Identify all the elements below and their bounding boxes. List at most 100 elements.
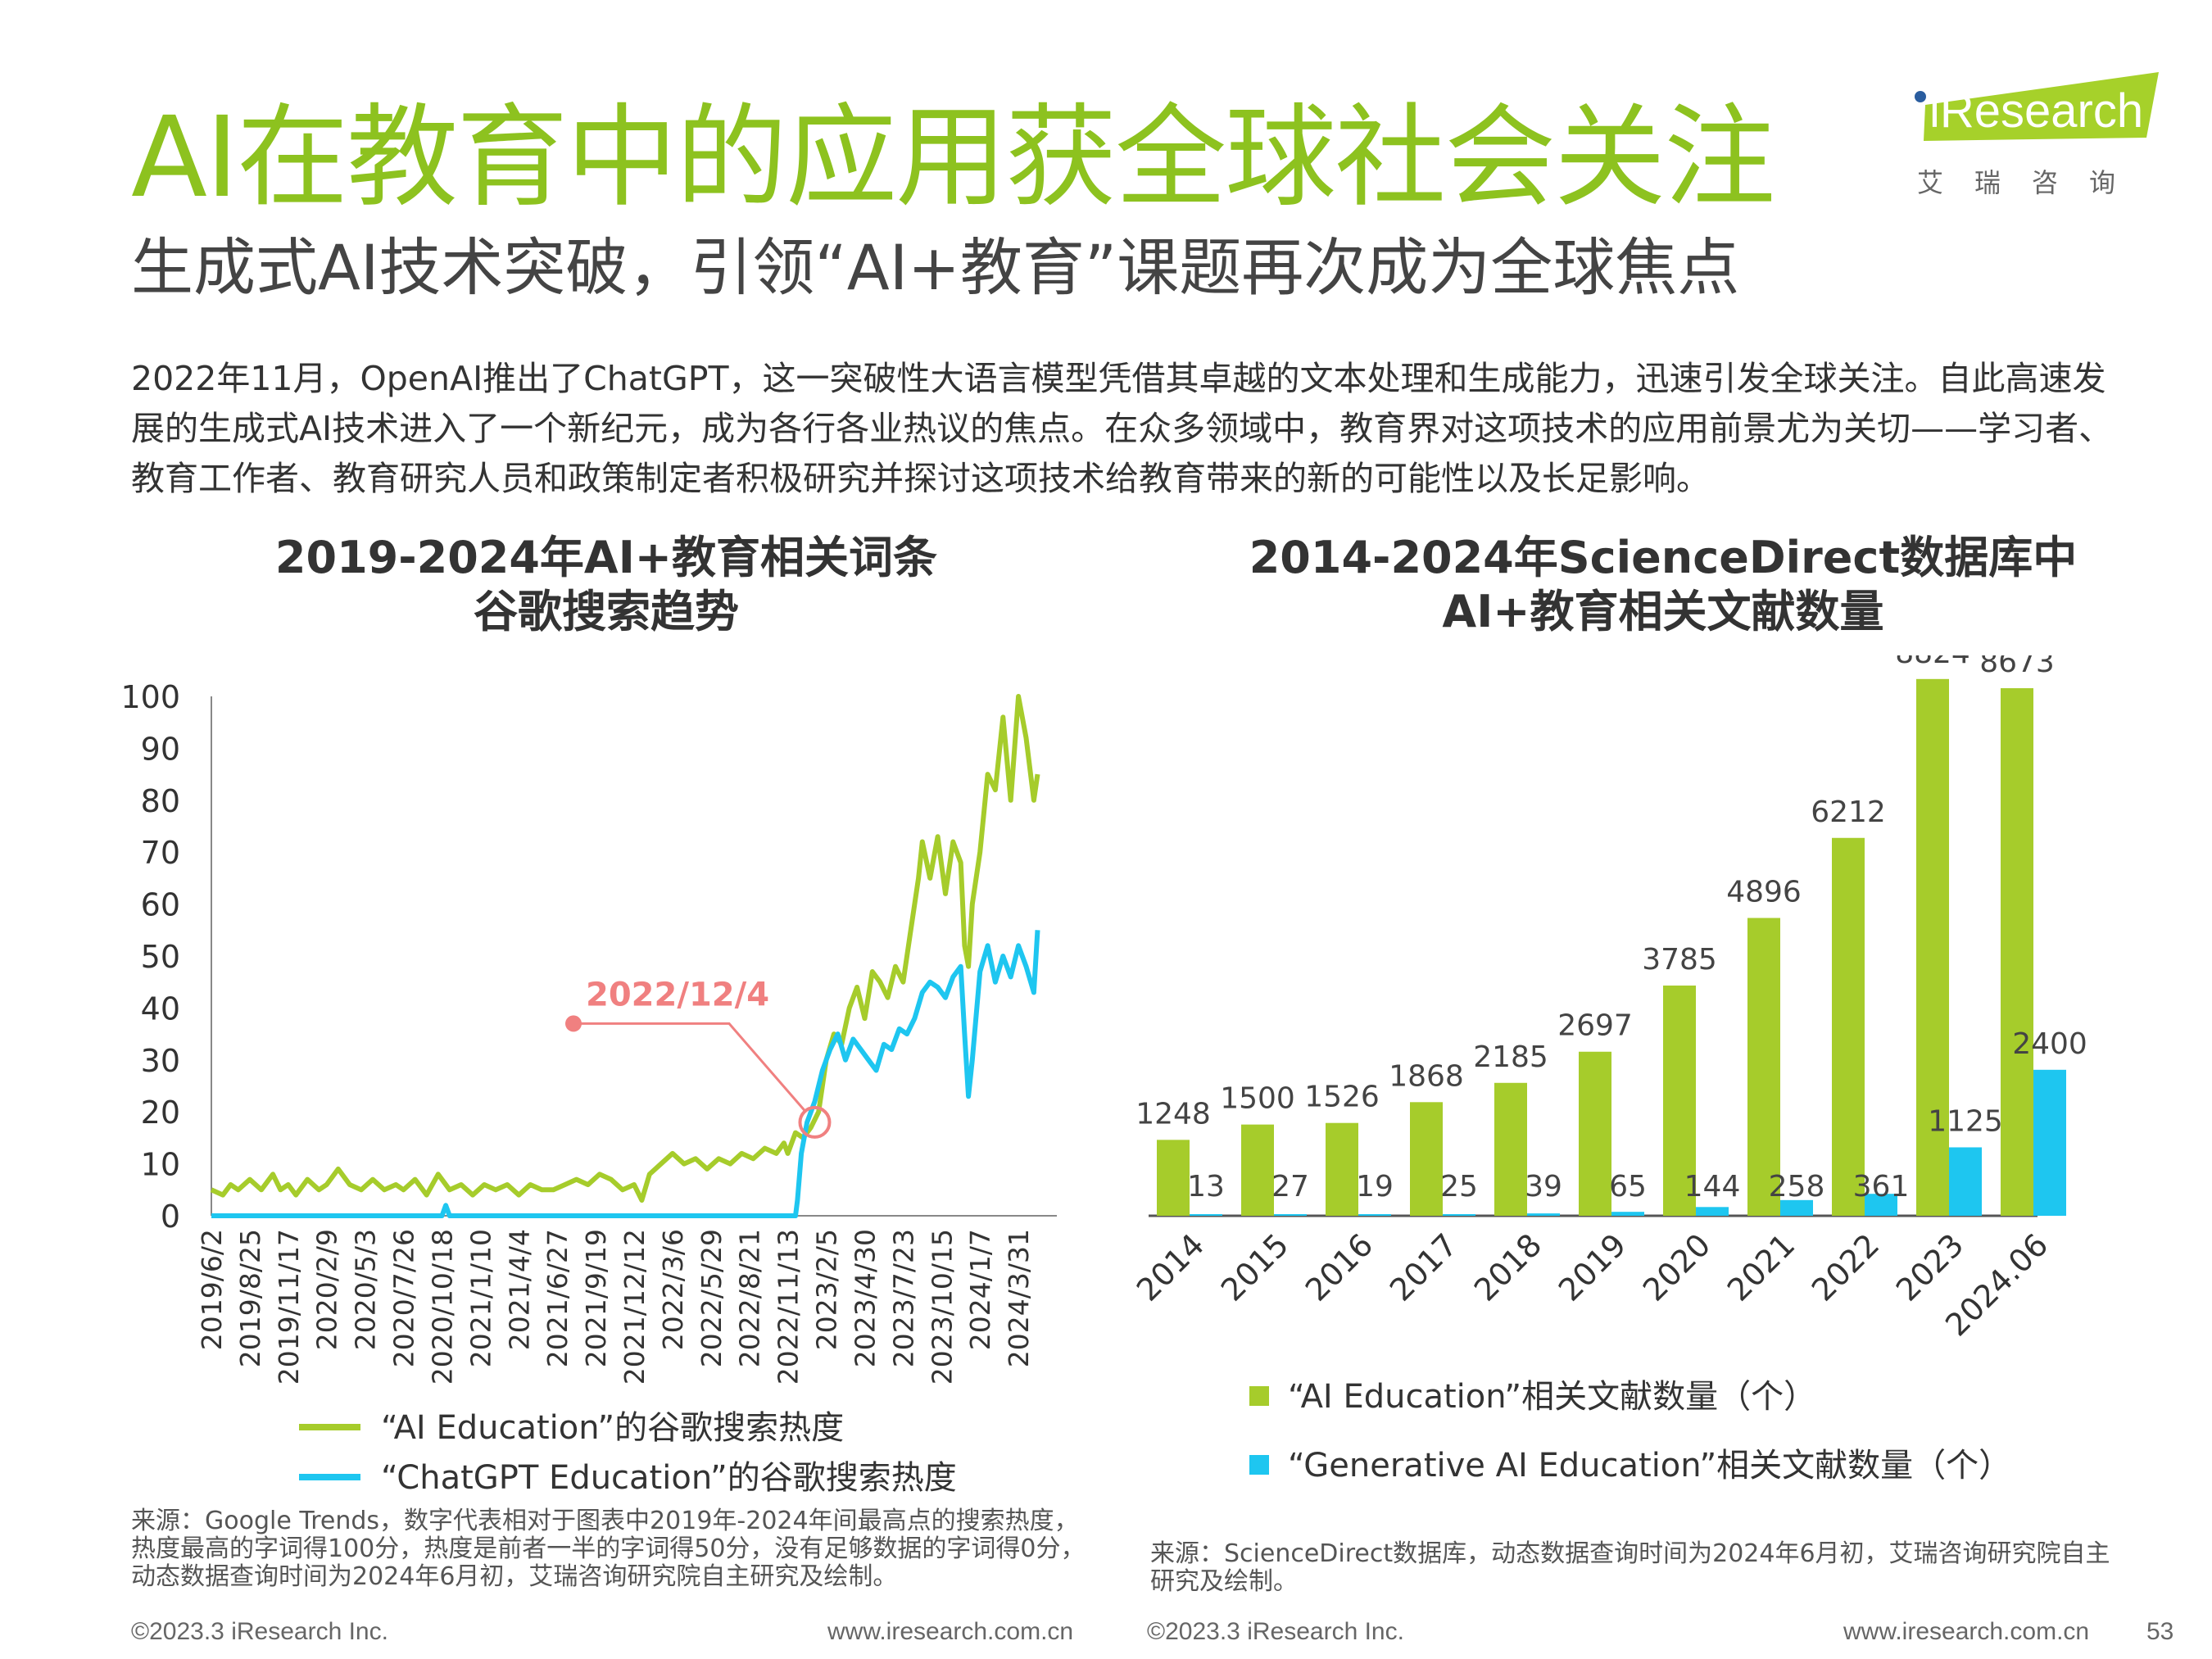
left-chart-title: 2019-2024年AI+教育相关词条 谷歌搜索趋势 [213,531,999,639]
legend-blue-label: “Generative AI Education”相关文献数量（个） [1288,1447,2011,1484]
category-label: 2017 [1383,1226,1465,1308]
category-label: 2014 [1130,1226,1212,1308]
generative-ai-education-bar [1696,1207,1729,1216]
ai-education-value-label: 2697 [1557,1009,1633,1043]
ai-education-bar [1832,837,1865,1216]
generative-ai-value-label: 144 [1684,1170,1741,1203]
y-tick-label: 100 [120,679,180,715]
generative-ai-education-bar [1274,1213,1307,1216]
legend-blue-label: “ChatGPT Education”的谷歌搜索热度 [381,1459,957,1497]
x-tick-label: 2023/10/15 [926,1229,958,1385]
generative-ai-value-label: 13 [1187,1170,1225,1203]
y-tick-label: 90 [141,731,180,767]
x-tick-label: 2023/4/30 [849,1229,881,1367]
ai-education-value-label: 1526 [1304,1081,1380,1114]
x-tick-label: 2022/8/21 [734,1229,766,1367]
category-label: 2015 [1214,1226,1296,1308]
generative-ai-education-bar [1190,1214,1222,1216]
left-chart-title-line1: 2019-2024年AI+教育相关词条 [274,532,938,583]
x-tick-label: 2019/6/2 [196,1229,228,1350]
ai-education-value-label: 4896 [1726,875,1802,909]
legend-green-label: “AI Education”的谷歌搜索热度 [381,1409,844,1447]
x-tick-label: 2023/2/5 [811,1229,843,1350]
ai-education-value-label: 8824 [1895,655,1970,670]
x-tick-label: 2023/7/23 [887,1229,919,1367]
footer-url-left[interactable]: www.iresearch.com.cn [827,1618,1074,1645]
generative-ai-education-bar [1780,1199,1813,1216]
generative-ai-education-bar [1527,1213,1560,1216]
left-chart-title-line2: 谷歌搜索趋势 [474,586,739,637]
y-tick-label: 60 [141,887,180,923]
generative-ai-value-label: 258 [1769,1170,1825,1203]
right-chart-title-line1: 2014-2024年ScienceDirect数据库中 [1249,532,2078,583]
ai-education-line [210,694,1040,1203]
x-tick-label: 2022/11/13 [773,1229,805,1385]
annotation-leader-line [573,1022,806,1112]
generative-ai-education-bar [1358,1214,1391,1216]
category-label: 2022 [1805,1226,1887,1308]
x-tick-label: 2020/5/3 [350,1229,382,1350]
footer-copyright-left: ©2023.3 iResearch Inc. [131,1618,388,1645]
generative-ai-education-bar [1949,1147,1982,1216]
sciencedirect-bar-chart: 1248 13 1500 27 1526 19 1868 25 2185 39 2697 65 3785… [1130,655,2087,1484]
legend-blue-swatch [1249,1455,1269,1475]
y-tick-label: 20 [141,1095,180,1131]
generative-ai-education-bar [1865,1194,1897,1216]
x-tick-label: 2019/11/17 [273,1229,305,1385]
ai-education-bar [1579,1051,1611,1216]
x-tick-label: 2022/5/29 [696,1229,728,1367]
category-label: 2018 [1467,1226,1549,1308]
x-tick-label: 2021/4/4 [503,1229,535,1350]
generative-ai-value-label: 25 [1440,1170,1478,1203]
generative-ai-value-label: 19 [1356,1170,1394,1203]
y-tick-label: 40 [141,990,180,1027]
generative-ai-value-label: 361 [1853,1170,1910,1203]
left-source-note: 来源：Google Trends，数字代表相对于图表中2019年-2024年间最… [131,1507,1086,1591]
footer-url-right[interactable]: www.iresearch.com.cn [1843,1618,2090,1645]
y-tick-label: 30 [141,1043,180,1079]
x-tick-label: 2019/8/25 [234,1229,266,1367]
x-tick-label: 2021/12/12 [619,1229,650,1385]
page-subtitle: 生成式AI技术突破，引领“AI+教育”课题再次成为全球焦点 [131,231,1740,304]
ai-education-value-label: 3785 [1642,943,1717,977]
ai-education-bar [1326,1122,1358,1216]
annotation-date-label: 2022/12/4 [586,976,769,1013]
annotation-dot [565,1015,582,1032]
x-tick-label: 2021/6/27 [542,1229,573,1367]
logo-cn-text: 艾瑞咨询 [1917,167,2147,198]
x-tick-label: 2022/3/6 [657,1229,689,1350]
ai-education-bar [1410,1102,1443,1216]
category-label: 2016 [1299,1226,1380,1308]
y-tick-label: 50 [141,939,180,975]
x-tick-label: 2021/9/19 [580,1229,612,1367]
generative-ai-education-bar [2033,1069,2066,1216]
ai-education-value-label: 1248 [1135,1097,1211,1131]
ai-education-value-label: 2185 [1473,1040,1548,1074]
ai-education-bar [1494,1082,1527,1216]
y-tick-label: 80 [141,783,180,819]
page-number: 53 [2146,1618,2174,1645]
generative-ai-value-label: 65 [1609,1170,1647,1203]
legend-green-swatch [1249,1386,1269,1406]
x-tick-label: 2024/3/31 [1003,1229,1035,1367]
y-tick-label: 0 [161,1199,180,1235]
y-tick-label: 10 [141,1147,180,1183]
ai-education-bar [2001,688,2033,1216]
ai-education-value-label: 6212 [1811,796,1886,829]
page-title: AI在教育中的应用获全球社会关注 [131,93,1775,223]
ai-education-bar [1157,1140,1190,1216]
ai-education-bar [1663,985,1696,1216]
intro-paragraph: 2022年11月，OpenAI推出了ChatGPT，这一突破性大语言模型凭借其卓… [131,359,2113,498]
ai-education-value-label: 8673 [1979,655,2055,679]
ai-education-bar [1916,678,1949,1216]
x-tick-label: 2020/7/26 [388,1229,420,1367]
x-tick-label: 2021/1/10 [465,1229,496,1367]
ai-education-bar [1747,918,1780,1216]
footer-copyright-right: ©2023.3 iResearch Inc. [1147,1618,1404,1645]
logo-brand-text: iResearch [1929,84,2144,138]
x-tick-label: 2020/10/18 [426,1229,458,1385]
legend-green-label: “AI Education”相关文献数量（个） [1288,1378,1816,1416]
generative-ai-value-label: 27 [1271,1170,1309,1203]
category-label: 2020 [1636,1226,1718,1308]
